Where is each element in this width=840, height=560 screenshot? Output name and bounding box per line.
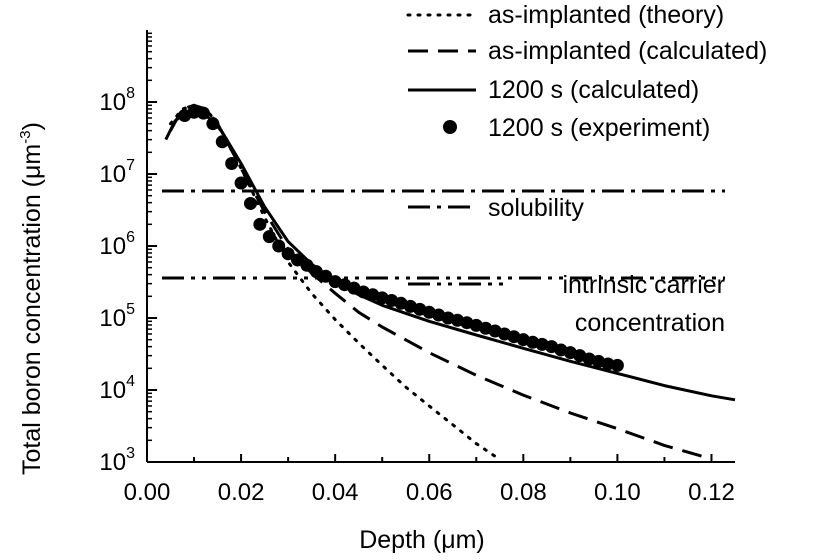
y-tick-label: 106 <box>99 229 135 260</box>
legend-marker-experiment <box>443 120 457 134</box>
legend-label-intrinsic-line1: intrinsic carrier <box>562 271 725 299</box>
legend-label-calculated: as-implanted (calculated) <box>488 37 767 65</box>
experiment-point <box>225 156 239 170</box>
experiment-point <box>187 105 201 119</box>
y-tick-label: 105 <box>99 301 135 332</box>
experiment-point <box>300 258 314 272</box>
x-tick-label: 0.02 <box>218 479 265 506</box>
y-axis-label: Total boron concentration (μm-3) <box>17 122 46 475</box>
legend-label-1200s-calculated: 1200 s (calculated) <box>488 76 699 104</box>
experiment-point <box>206 117 220 131</box>
experiment-point <box>319 269 333 283</box>
series-line-2 <box>164 110 736 402</box>
x-ticks: 0.00 0.02 0.04 0.06 0.08 0.10 0.12 <box>124 454 735 506</box>
x-tick-label: 0.10 <box>594 479 641 506</box>
x-tick-label: 0.04 <box>312 479 359 506</box>
legend-label-experiment: 1200 s (experiment) <box>488 114 710 142</box>
y-tick-label: 107 <box>99 157 135 188</box>
experiment-point <box>243 196 257 210</box>
x-tick-label: 0.00 <box>124 479 171 506</box>
experiment-markers <box>178 105 624 372</box>
y-ticks: 103 104 105 106 107 108 <box>99 32 157 476</box>
x-axis-label: Depth (μm) <box>359 526 485 554</box>
experiment-point <box>215 135 229 149</box>
y-tick-label: 103 <box>99 445 135 476</box>
experiment-point <box>253 217 267 231</box>
experiment-point <box>262 230 276 244</box>
legend-label-intrinsic-line2: concentration <box>575 309 725 337</box>
plot-area: 0.00 0.02 0.04 0.06 0.08 0.10 0.12 10310410510… <box>99 30 736 506</box>
experiment-point <box>196 106 210 120</box>
y-tick-label: 104 <box>99 373 135 404</box>
legend-label-theory: as-implanted (theory) <box>488 1 724 29</box>
legend-label-solubility: solubility <box>488 194 584 222</box>
experiment-point <box>281 247 295 261</box>
x-tick-label: 0.08 <box>500 479 547 506</box>
y-tick-label: 108 <box>99 85 135 116</box>
x-tick-label: 0.06 <box>406 479 453 506</box>
experiment-point <box>272 239 286 253</box>
experiment-point <box>610 358 624 372</box>
experiment-point <box>234 176 248 190</box>
x-tick-label: 0.12 <box>688 479 735 506</box>
legend: as-implanted (theory) as-implanted (calc… <box>406 1 767 337</box>
